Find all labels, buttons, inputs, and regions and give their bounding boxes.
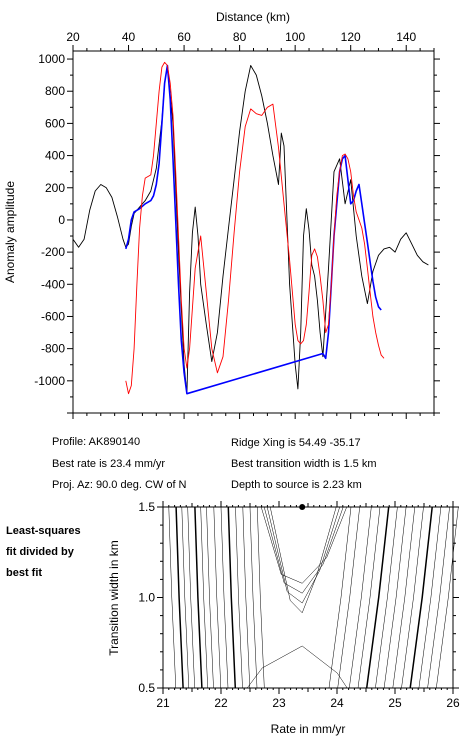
misfit-contour-plot: 21 22 23 24 25 26 0.5 1.0 1.5 Rate in mm/yr Tra… bbox=[107, 500, 460, 736]
contour-line bbox=[357, 506, 381, 689]
contour-line bbox=[206, 506, 214, 689]
y-tick-label: 0 bbox=[58, 213, 65, 227]
contour-y-tick-label: 0.5 bbox=[138, 681, 155, 695]
contour-note-line-1: Least-squares bbox=[6, 525, 81, 537]
contour-line bbox=[375, 506, 398, 689]
y-tick-label: -800 bbox=[41, 342, 65, 356]
bottom-x-axis-label: Rate in mm/yr bbox=[271, 722, 346, 736]
top-x-tick-label: 140 bbox=[396, 30, 416, 44]
contour-line bbox=[365, 506, 390, 689]
contour-x-tick-label: 24 bbox=[330, 696, 344, 710]
top-x-tick-label: 40 bbox=[122, 30, 136, 44]
contour-note: Least-squares fit divided by best fit bbox=[6, 521, 81, 584]
top-x-tick-label: 120 bbox=[341, 30, 361, 44]
contour-line bbox=[427, 506, 450, 689]
contour-line bbox=[266, 506, 340, 604]
contour-line bbox=[235, 506, 243, 689]
contour-x-tick-label: 25 bbox=[388, 696, 402, 710]
contour-line bbox=[257, 506, 265, 689]
top-y-axis: -1000 -800 -600 -400 -200 0 200 400 600 800 1000 bbox=[34, 52, 440, 414]
top-x-tick-label: 60 bbox=[177, 30, 191, 44]
contour-line bbox=[168, 506, 177, 689]
contour-line bbox=[409, 506, 433, 689]
profile-text: Profile: AK890140 bbox=[52, 436, 141, 448]
top-x-axis-label: Distance (km) bbox=[216, 10, 290, 24]
contour-note-line-3: best fit bbox=[6, 567, 43, 579]
top-x-tick-label: 80 bbox=[233, 30, 247, 44]
series-line-2 bbox=[125, 61, 385, 395]
anomaly-plot: 20 40 60 80 100 120 140 -1000 -800 -600 -400 -200 0… bbox=[3, 10, 440, 419]
contour-x-tick-label: 23 bbox=[272, 696, 286, 710]
y-tick-label: 800 bbox=[45, 84, 65, 98]
contour-line bbox=[401, 506, 424, 689]
best-rate-text: Best rate is 23.4 mm/yr bbox=[52, 458, 166, 470]
contour-y-tick-label: 1.0 bbox=[138, 591, 155, 605]
contour-line bbox=[337, 506, 360, 689]
contour-line bbox=[269, 506, 337, 614]
bottom-y-axis-label: Transition width in km bbox=[107, 540, 121, 656]
top-series-group bbox=[72, 61, 429, 395]
contour-line bbox=[227, 506, 237, 689]
contour-line bbox=[175, 506, 184, 689]
top-y-axis-label: Anomaly amplitude bbox=[3, 181, 17, 283]
contour-line bbox=[242, 506, 251, 689]
anomaly-plot-frame bbox=[72, 50, 435, 414]
contour-line bbox=[392, 506, 416, 689]
depth-to-source-text: Depth to source is 2.23 km bbox=[231, 479, 362, 491]
top-x-axis: 20 40 60 80 100 120 140 bbox=[66, 30, 435, 419]
y-tick-label: 400 bbox=[45, 149, 65, 163]
top-x-tick-label: 100 bbox=[285, 30, 305, 44]
contour-line bbox=[187, 506, 195, 689]
ridge-crossing-text: Ridge Xing is 54.49 -35.17 bbox=[231, 437, 361, 449]
series-line-1 bbox=[125, 64, 382, 395]
y-tick-label: -1000 bbox=[34, 374, 65, 388]
contour-lines bbox=[168, 506, 459, 689]
contour-line bbox=[263, 506, 344, 594]
contour-x-tick-label: 21 bbox=[156, 696, 170, 710]
y-tick-label: 1000 bbox=[38, 52, 65, 66]
contour-y-tick-label: 1.5 bbox=[138, 500, 155, 514]
contour-line bbox=[418, 506, 442, 689]
y-tick-label: -400 bbox=[41, 277, 65, 291]
contour-line bbox=[213, 506, 222, 689]
y-tick-label: -200 bbox=[41, 245, 65, 259]
contour-line bbox=[328, 506, 352, 689]
bottom-y-axis: 0.5 1.0 1.5 bbox=[138, 500, 459, 695]
contour-line bbox=[436, 506, 459, 689]
y-tick-label: 600 bbox=[45, 116, 65, 130]
series-line-0 bbox=[72, 65, 429, 395]
contour-line bbox=[383, 506, 407, 689]
contour-line bbox=[260, 506, 347, 584]
contour-line bbox=[194, 506, 203, 689]
y-tick-label: 200 bbox=[45, 181, 65, 195]
contour-line bbox=[200, 506, 208, 689]
best-transition-width-text: Best transition width is 1.5 km bbox=[231, 458, 377, 470]
bottom-x-axis: 21 22 23 24 25 26 bbox=[156, 501, 460, 710]
contour-line bbox=[349, 506, 372, 689]
top-x-tick-label: 20 bbox=[66, 30, 80, 44]
best-fit-marker bbox=[299, 504, 306, 510]
contour-note-line-2: fit divided by bbox=[6, 546, 74, 558]
contour-x-tick-label: 26 bbox=[446, 696, 460, 710]
y-tick-label: -600 bbox=[41, 309, 65, 323]
contour-line bbox=[181, 506, 190, 689]
contour-line bbox=[220, 506, 229, 689]
contour-line bbox=[249, 506, 258, 689]
projection-azimuth-text: Proj. Az: 90.0 deg. CW of N bbox=[52, 479, 187, 491]
contour-x-tick-label: 22 bbox=[214, 696, 228, 710]
contour-line bbox=[246, 645, 348, 689]
